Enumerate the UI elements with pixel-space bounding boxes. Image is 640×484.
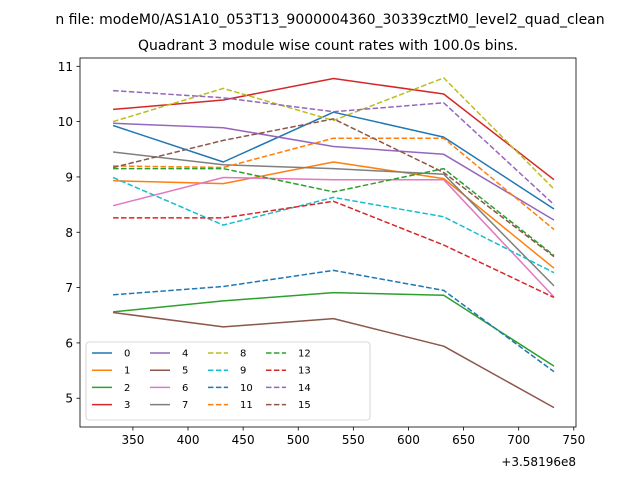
legend-label-15: 15: [298, 400, 311, 411]
x-axis-offset-label: +3.58196e8: [501, 455, 576, 469]
x-tick-label-750: 750: [562, 433, 585, 447]
legend-label-3: 3: [124, 400, 130, 411]
legend-label-13: 13: [298, 366, 311, 377]
plot-frame: [79, 57, 577, 428]
series-line-13: [113, 200, 555, 299]
series-line-15: [112, 118, 555, 258]
x-tick-label-450: 450: [232, 433, 255, 447]
legend-label-12: 12: [298, 349, 311, 360]
y-tick-label-5: 5: [65, 392, 73, 406]
series-line-8: [112, 77, 555, 190]
x-tick-label-550: 550: [342, 433, 365, 447]
plot-area: 350 400 450 500 550 600 650 700 7505678910110123…: [58, 57, 585, 447]
legend-label-8: 8: [240, 349, 246, 360]
series-line-1: [113, 161, 555, 269]
x-tick-label-600: 600: [397, 433, 420, 447]
series-line-9: [112, 176, 555, 274]
file-name-header: n file: modeM0/AS1A10_053T13_9000004360_…: [55, 12, 604, 28]
legend-label-1: 1: [124, 366, 130, 377]
x-tick-label-400: 400: [177, 433, 200, 447]
legend-label-0: 0: [124, 349, 130, 360]
series-line-12: [113, 167, 555, 257]
x-tick-label-350: 350: [121, 433, 144, 447]
series-line-3: [113, 77, 555, 181]
y-tick-label-6: 6: [65, 336, 73, 350]
series-line-0: [112, 111, 555, 210]
y-tick-label-9: 9: [65, 170, 73, 184]
series-line-5: [113, 311, 555, 409]
y-tick-label-11: 11: [58, 60, 73, 74]
series-line-14: [113, 89, 555, 206]
series-line-7: [113, 151, 555, 287]
legend-label-7: 7: [182, 400, 188, 411]
legend-label-14: 14: [298, 383, 311, 394]
series-line-11: [113, 137, 555, 231]
legend-label-5: 5: [182, 366, 188, 377]
x-tick-label-500: 500: [287, 433, 310, 447]
chart-title: Quadrant 3 module wise count rates with …: [138, 38, 518, 54]
y-tick-label-10: 10: [58, 115, 73, 129]
series-line-4: [113, 122, 555, 221]
series-line-2: [113, 291, 555, 367]
x-tick-label-700: 700: [507, 433, 530, 447]
legend-label-11: 11: [240, 400, 253, 411]
x-tick-label-650: 650: [452, 433, 475, 447]
legend-label-9: 9: [240, 366, 246, 377]
legend-label-6: 6: [182, 383, 188, 394]
legend-box: [85, 341, 371, 421]
y-tick-label-8: 8: [65, 226, 73, 240]
series-line-10: [113, 269, 555, 373]
legend-label-4: 4: [182, 349, 188, 360]
series-line-6: [112, 176, 555, 298]
y-tick-label-7: 7: [65, 281, 73, 295]
legend-label-10: 10: [240, 383, 253, 394]
legend-label-2: 2: [124, 383, 130, 394]
